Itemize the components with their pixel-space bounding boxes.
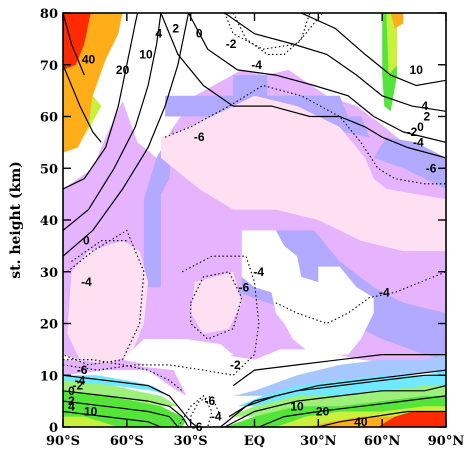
contour-label-16: -6 [426,161,437,175]
contour-label-34: 20 [316,404,330,418]
contour-label-28: 4 [68,399,75,413]
region-light-green [229,385,446,417]
contour-label-5: 2 [172,22,179,36]
y-tick-label-1: 0 [49,421,58,436]
region-red-topleft [63,13,91,70]
solid-contour-18 [318,410,446,427]
contour-label-26: 0 [68,384,75,398]
y-tick-label-7: 60 [40,111,58,126]
contour-label-12: 2 [424,110,431,124]
region-white-low [182,401,208,427]
region-yellowgreen-topleft [84,95,102,138]
x-axis: 90°S 60°S 30°S EQ 30°N 60°N 90°N [46,13,464,449]
y-tick-label-2: 10 [40,369,58,384]
contour-label-17: 0 [83,234,90,248]
contour-label-11: 4 [421,99,428,113]
region-violet-low [63,359,187,396]
region-pink-upper [160,95,446,252]
solid-contour-17 [258,395,446,427]
y-axis-title: st. height (km) [8,161,24,279]
solid-contour-12 [63,400,179,427]
contour-label-3: 10 [139,47,153,61]
region-red-right [377,411,446,427]
region-white-hole [241,230,374,355]
contour-label-25: -2 [73,379,84,393]
solid-contour-19 [232,354,446,387]
contour-label-6: 0 [196,27,203,41]
region-cyan-left [63,375,170,396]
contour-label-14: -2 [407,125,418,139]
y-tick-label-6: 50 [40,162,58,177]
contour-label-35: 40 [354,415,368,429]
solid-contour-6 [224,13,446,112]
solid-contour-5 [187,13,446,143]
contour-label-9: -6 [194,130,205,144]
contour-label-21: -4 [379,285,390,299]
solid-contour-7 [301,13,446,87]
region-pink-lobe [190,271,242,334]
y-tick-label-9: 80 [40,7,58,22]
dotted-contour-5 [71,240,127,262]
contour-label-24: -4 [75,373,86,387]
contour-label-22: -2 [230,358,241,372]
x-tick-label-2: 60°S [110,434,144,449]
y-tick-label-4: 30 [40,266,58,281]
region-yellowgreen-topright [386,13,398,76]
dotted-contour-8 [275,271,446,325]
dotted-contour-11 [63,359,183,392]
contour-label-1: 40 [82,53,96,67]
contour-label-8: -4 [251,58,262,72]
contour-label-32: -6 [204,394,215,408]
region-light-blue [233,354,446,396]
solid-contour-8 [63,64,102,143]
contour-label-27: 2 [68,394,75,408]
solid-contour-4 [160,13,446,159]
region-periwinkle-left [143,126,174,288]
solid-contour-9 [63,13,85,76]
region-pink-left [67,240,149,365]
region-light-green-left [63,380,178,407]
dotted-contour-3 [164,84,446,185]
contour-label-19: -4 [253,265,264,279]
solid-contour-2 [63,13,162,231]
region-orange-topright [390,13,404,29]
solid-contour-16 [224,385,446,427]
dotted-contour-2 [232,13,311,55]
contour-label-29: 10 [84,404,98,418]
contour-label-18: -4 [81,275,92,289]
y-tick-label-5: 40 [40,214,58,229]
x-tick-label-3: 30°S [174,434,208,449]
solid-contour-3 [63,13,190,257]
y-tick-label-3: 20 [40,318,58,333]
contour-label-15: -4 [413,135,424,149]
x-tick-label-7: 90°N [428,434,465,449]
dotted-contour-10 [190,395,222,417]
x-tick-label-5: 30°N [300,434,337,449]
region-yellow-left [63,416,119,427]
dotted-contour-6 [190,271,243,340]
y-tick-label-8: 70 [40,59,58,74]
region-white-midlat [122,339,234,376]
solid-contour-1 [63,13,139,190]
x-tick-label-6: 60°N [364,434,401,449]
contour-label-7: -2 [226,37,237,51]
contour-label-31: -4 [211,410,222,424]
contour-label-2: 20 [116,63,130,77]
contour-lines [63,13,446,427]
contour-label-13: 0 [417,120,424,134]
dotted-contour-9 [177,395,213,427]
x-tick-label-1: 90°S [46,434,80,449]
contour-label-4: 4 [155,27,162,41]
solid-contour-11 [63,390,190,427]
contour-label-33: 10 [290,399,304,413]
contour-label-20: -6 [239,280,250,294]
x-tick-label-4: EQ [244,434,265,449]
contour-label-10: 10 [410,63,424,77]
contour-label-23: -6 [77,363,88,377]
region-periwinkle-right [373,137,446,189]
solid-contour-15 [228,374,446,418]
